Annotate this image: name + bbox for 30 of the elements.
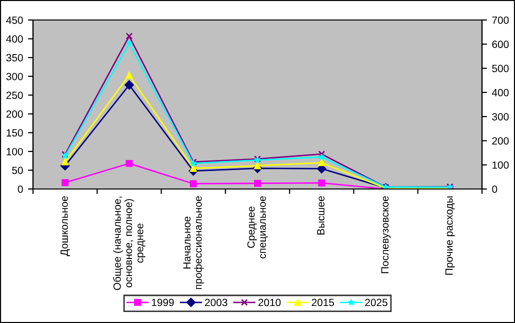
y-tick-label: 50 xyxy=(12,166,23,174)
y-tick-label: 100 xyxy=(6,148,23,156)
x-tick-label: Общее (начальное, основное, полное) среднее xyxy=(113,196,146,290)
x-tick-label: Среднее специальное xyxy=(247,196,268,258)
x-tick-label: Высшее xyxy=(317,196,324,234)
y-tick-label: 0 xyxy=(18,186,23,193)
y2-tick-label: 100 xyxy=(492,161,509,169)
x-tick-label: Послевузовское xyxy=(381,196,391,274)
legend-label: 2010 xyxy=(258,298,281,306)
y-tick-label: 250 xyxy=(6,92,23,99)
legend-label: 2003 xyxy=(205,298,228,306)
y2-tick-label: 300 xyxy=(492,113,509,120)
x-tick-label: Прочие расходы xyxy=(445,196,455,275)
y2-tick-label: 200 xyxy=(492,137,509,145)
y-tick-label: 300 xyxy=(6,72,23,80)
x-tick-label: Начальное профессиональное xyxy=(183,196,204,290)
y2-tick-label: 500 xyxy=(492,64,509,72)
legend-label: 2015 xyxy=(312,298,334,306)
legend-label: 1999 xyxy=(152,298,174,306)
y-tick-label: 350 xyxy=(6,54,23,62)
y-tick-label: 400 xyxy=(6,35,23,43)
y-tick-label: 450 xyxy=(6,16,23,24)
x-tick-label: Дошкольное xyxy=(60,196,70,256)
legend-label: 2025 xyxy=(365,298,388,306)
y2-tick-label: 700 xyxy=(492,16,509,24)
y2-tick-label: 400 xyxy=(492,88,509,96)
y2-tick-label: 600 xyxy=(492,40,509,48)
y-tick-label: 200 xyxy=(6,110,23,118)
y2-tick-label: 0 xyxy=(492,186,498,193)
y-tick-label: 150 xyxy=(6,129,23,137)
